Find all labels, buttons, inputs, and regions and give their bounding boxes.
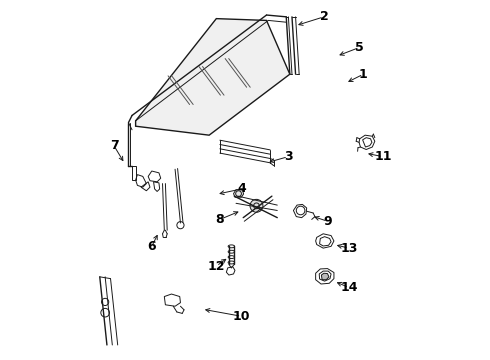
Polygon shape <box>136 19 290 135</box>
Text: 11: 11 <box>374 150 392 163</box>
Text: 7: 7 <box>110 139 119 152</box>
Text: 12: 12 <box>208 260 225 273</box>
Text: 5: 5 <box>355 41 364 54</box>
Text: 9: 9 <box>323 215 332 228</box>
Polygon shape <box>321 273 329 280</box>
Text: 8: 8 <box>216 213 224 226</box>
Text: 6: 6 <box>147 240 156 253</box>
Circle shape <box>250 199 263 212</box>
Text: 3: 3 <box>284 150 293 163</box>
Polygon shape <box>234 190 244 197</box>
Text: 14: 14 <box>340 281 358 294</box>
Text: 1: 1 <box>359 68 368 81</box>
Text: 13: 13 <box>341 242 358 255</box>
Text: 4: 4 <box>237 183 246 195</box>
Text: 10: 10 <box>233 310 250 323</box>
Text: 2: 2 <box>319 10 328 23</box>
